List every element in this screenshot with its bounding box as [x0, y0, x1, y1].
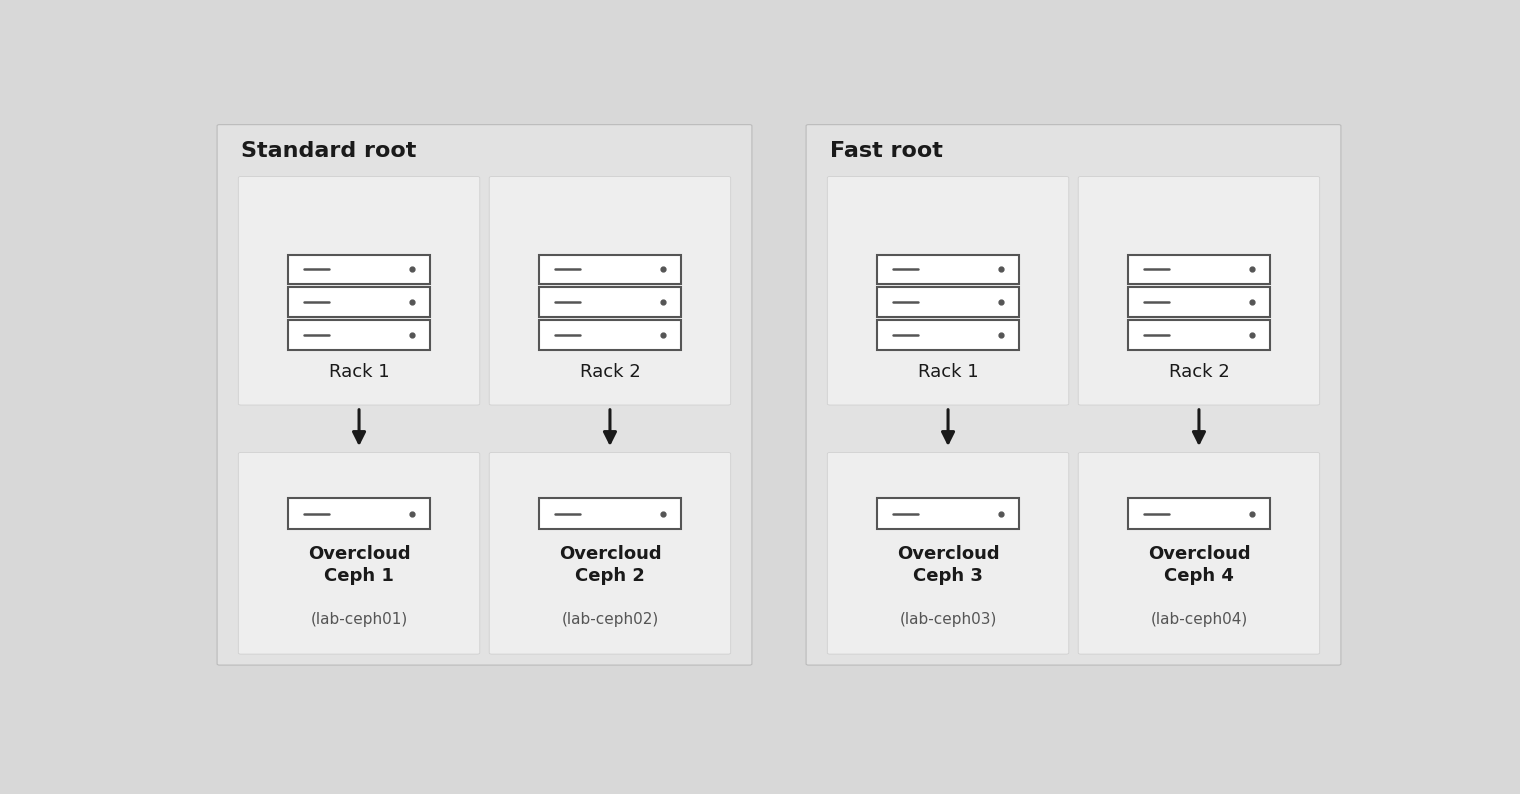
Bar [1128, 287, 1271, 317]
Bar [877, 320, 1018, 349]
Text: (lab-ceph01): (lab-ceph01) [310, 611, 407, 626]
Text: Overcloud
Ceph 2: Overcloud Ceph 2 [559, 545, 661, 585]
Text: Overcloud
Ceph 4: Overcloud Ceph 4 [1148, 545, 1251, 585]
Bar [287, 498, 430, 530]
Bar [287, 320, 430, 349]
Bar [1128, 320, 1271, 349]
FancyBboxPatch shape [806, 125, 1341, 665]
Text: Rack 2: Rack 2 [1169, 363, 1230, 381]
FancyBboxPatch shape [239, 453, 480, 654]
Bar [877, 255, 1018, 284]
FancyBboxPatch shape [489, 176, 731, 405]
Bar [1128, 498, 1271, 530]
Bar [540, 498, 681, 530]
Bar [877, 287, 1018, 317]
Bar [540, 255, 681, 284]
FancyBboxPatch shape [1078, 176, 1319, 405]
Text: Rack 1: Rack 1 [328, 363, 389, 381]
Text: Overcloud
Ceph 1: Overcloud Ceph 1 [307, 545, 410, 585]
Bar [877, 498, 1018, 530]
FancyBboxPatch shape [827, 453, 1069, 654]
FancyBboxPatch shape [827, 176, 1069, 405]
Text: (lab-ceph03): (lab-ceph03) [900, 611, 997, 626]
FancyBboxPatch shape [489, 453, 731, 654]
FancyBboxPatch shape [239, 176, 480, 405]
FancyBboxPatch shape [217, 125, 752, 665]
Text: (lab-ceph02): (lab-ceph02) [561, 611, 658, 626]
Bar [287, 287, 430, 317]
Bar [540, 287, 681, 317]
Text: (lab-ceph04): (lab-ceph04) [1151, 611, 1248, 626]
Text: Fast root: Fast root [830, 141, 942, 161]
Text: Overcloud
Ceph 3: Overcloud Ceph 3 [897, 545, 999, 585]
Text: Rack 2: Rack 2 [579, 363, 640, 381]
Bar [540, 320, 681, 349]
FancyBboxPatch shape [1078, 453, 1319, 654]
Bar [287, 255, 430, 284]
Text: Standard root: Standard root [240, 141, 416, 161]
Bar [1128, 255, 1271, 284]
Text: Rack 1: Rack 1 [918, 363, 979, 381]
